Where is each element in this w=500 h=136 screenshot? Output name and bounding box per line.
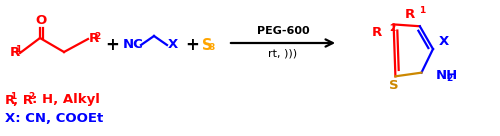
Text: X: X — [168, 38, 178, 52]
Text: +: + — [185, 36, 199, 54]
Text: 1: 1 — [15, 45, 22, 54]
Text: : H, Alkyl: : H, Alkyl — [32, 94, 100, 106]
Text: S: S — [202, 38, 212, 52]
Text: X: CN, COOEt: X: CN, COOEt — [5, 112, 103, 124]
Text: R: R — [404, 8, 415, 21]
Text: R: R — [10, 47, 20, 60]
Text: PEG-600: PEG-600 — [256, 26, 310, 36]
Text: R: R — [5, 94, 15, 106]
Text: NC: NC — [123, 38, 144, 52]
Text: NH: NH — [436, 69, 458, 82]
Text: S: S — [388, 79, 398, 92]
Text: +: + — [105, 36, 119, 54]
Text: R: R — [89, 33, 99, 46]
Text: O: O — [36, 13, 46, 27]
Text: , R: , R — [14, 94, 34, 106]
Text: rt, ))): rt, ))) — [268, 48, 298, 58]
Text: 1: 1 — [10, 92, 16, 101]
Text: 1: 1 — [419, 6, 425, 15]
Text: 2: 2 — [94, 32, 100, 41]
Text: X: X — [439, 35, 449, 47]
Text: 2: 2 — [446, 74, 452, 83]
Text: 8: 8 — [208, 43, 214, 52]
Text: 2: 2 — [390, 24, 396, 33]
Text: 2: 2 — [28, 92, 35, 101]
Text: R: R — [372, 26, 382, 39]
